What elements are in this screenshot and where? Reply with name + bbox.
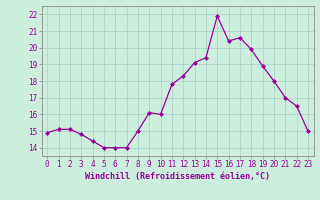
- X-axis label: Windchill (Refroidissement éolien,°C): Windchill (Refroidissement éolien,°C): [85, 172, 270, 181]
